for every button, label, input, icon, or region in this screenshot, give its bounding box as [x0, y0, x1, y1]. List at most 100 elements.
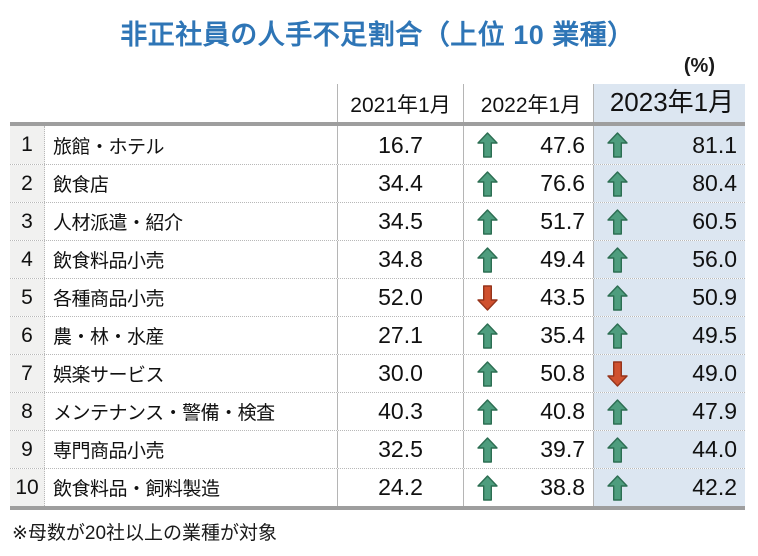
- value-text: 47.6: [540, 131, 585, 158]
- up-arrow-icon: [607, 322, 628, 349]
- up-arrow-icon: [607, 436, 628, 463]
- value-text: 51.7: [540, 208, 585, 234]
- up-arrow-icon: [477, 398, 498, 425]
- value-2022-cell: 47.6: [463, 126, 593, 164]
- value-2023-cell: 81.1: [593, 126, 745, 164]
- table-row: 2 飲食店 34.4 76.6 80.4: [10, 164, 745, 202]
- value-text: 50.8: [540, 360, 585, 386]
- value-text: 27.1: [378, 322, 423, 348]
- footnote: ※母数が20社以上の業種が対象: [12, 523, 278, 544]
- rank-cell: 6: [10, 317, 45, 354]
- value-2021-cell: 34.4: [337, 165, 463, 202]
- up-arrow-icon: [477, 436, 498, 463]
- industry-cell: 専門商品小売: [53, 441, 165, 462]
- value-text: 47.9: [692, 398, 737, 424]
- column-header-2021: 2021年1月: [337, 84, 463, 122]
- rank-cell: 7: [10, 355, 45, 392]
- value-2023-cell: 49.0: [593, 355, 745, 392]
- unit-label: (%): [683, 55, 715, 77]
- rank-cell: 9: [10, 431, 45, 468]
- value-2022-cell: 38.8: [463, 469, 593, 506]
- page-title: 非正社員の人手不足割合（上位 10 業種）: [120, 20, 635, 50]
- value-2023-cell: 80.4: [593, 165, 745, 202]
- value-text: 52.0: [378, 284, 423, 310]
- value-text: 34.5: [378, 208, 423, 234]
- rank-cell: 10: [10, 469, 45, 506]
- table-row: 8 メンテナンス・警備・検査 40.3 40.8 47.9: [10, 392, 745, 430]
- value-text: 81.1: [692, 131, 737, 158]
- up-arrow-icon: [477, 360, 498, 387]
- up-arrow-icon: [607, 284, 628, 311]
- value-2022-cell: 51.7: [463, 203, 593, 240]
- value-text: 49.5: [692, 322, 737, 348]
- rank-cell: 5: [10, 279, 45, 316]
- up-arrow-icon: [607, 474, 628, 501]
- industry-cell: 飲食料品・飼料製造: [53, 479, 220, 500]
- table-row: 4 飲食料品小売 34.8 49.4 56.0: [10, 240, 745, 278]
- value-2021-cell: 52.0: [337, 279, 463, 316]
- value-2022-cell: 49.4: [463, 241, 593, 278]
- down-arrow-icon: [477, 284, 498, 311]
- up-arrow-icon: [607, 132, 628, 158]
- up-arrow-icon: [607, 246, 628, 273]
- industry-cell: 娯楽サービス: [53, 365, 165, 386]
- value-text: 24.2: [378, 474, 423, 500]
- value-2022-cell: 39.7: [463, 431, 593, 468]
- value-text: 49.4: [540, 246, 585, 272]
- value-2022-cell: 40.8: [463, 393, 593, 430]
- value-text: 32.5: [378, 436, 423, 462]
- table-row: 9 専門商品小売 32.5 39.7 44.0: [10, 430, 745, 468]
- rank-cell: 4: [10, 241, 45, 278]
- up-arrow-icon: [477, 246, 498, 273]
- value-2023-cell: 49.5: [593, 317, 745, 354]
- value-2021-cell: 34.8: [337, 241, 463, 278]
- value-2021-cell: 16.7: [337, 126, 463, 164]
- value-2023-cell: 42.2: [593, 469, 745, 506]
- value-2021-cell: 30.0: [337, 355, 463, 392]
- value-text: 40.8: [540, 398, 585, 424]
- value-text: 44.0: [692, 436, 737, 462]
- value-2023-cell: 50.9: [593, 279, 745, 316]
- up-arrow-icon: [607, 398, 628, 425]
- rank-cell: 1: [10, 126, 45, 164]
- industry-cell: 農・林・水産: [53, 327, 165, 348]
- value-2023-cell: 44.0: [593, 431, 745, 468]
- industry-cell: 飲食店: [53, 175, 109, 196]
- up-arrow-icon: [477, 170, 498, 197]
- value-2023-cell: 56.0: [593, 241, 745, 278]
- value-2022-cell: 43.5: [463, 279, 593, 316]
- up-arrow-icon: [477, 132, 498, 158]
- value-2021-cell: 27.1: [337, 317, 463, 354]
- column-header-2023: 2023年1月: [593, 84, 745, 122]
- header-industry-cell: [45, 84, 337, 122]
- value-text: 39.7: [540, 436, 585, 462]
- table-row: 7 娯楽サービス 30.0 50.8 49.0: [10, 354, 745, 392]
- value-text: 34.4: [378, 170, 423, 196]
- column-header-2022: 2022年1月: [463, 84, 593, 122]
- table-row: 5 各種商品小売 52.0 43.5 50.9: [10, 278, 745, 316]
- up-arrow-icon: [607, 170, 628, 197]
- value-2023-cell: 60.5: [593, 203, 745, 240]
- value-text: 42.2: [692, 474, 737, 500]
- industry-cell: メンテナンス・警備・検査: [53, 403, 275, 424]
- table-row: 1 旅館・ホテル 16.7 47.6 81.1: [10, 126, 745, 164]
- value-2021-cell: 24.2: [337, 469, 463, 506]
- value-text: 43.5: [540, 284, 585, 310]
- rank-cell: 2: [10, 165, 45, 202]
- value-text: 76.6: [540, 170, 585, 196]
- shortage-table: 2021年1月 2022年1月 2023年1月 1 旅館・ホテル 16.7 47.6 8…: [10, 84, 745, 510]
- industry-cell: 人材派遣・紹介: [53, 213, 183, 234]
- table-row: 10 飲食料品・飼料製造 24.2 38.8 42.2: [10, 468, 745, 506]
- up-arrow-icon: [477, 474, 498, 501]
- value-text: 80.4: [692, 170, 737, 196]
- industry-cell: 飲食料品小売: [53, 251, 165, 272]
- value-text: 16.7: [378, 131, 423, 158]
- value-2022-cell: 50.8: [463, 355, 593, 392]
- value-text: 34.8: [378, 246, 423, 272]
- value-text: 50.9: [692, 284, 737, 310]
- rank-cell: 8: [10, 393, 45, 430]
- industry-cell: 旅館・ホテル: [53, 136, 165, 158]
- down-arrow-icon: [607, 360, 628, 387]
- value-text: 56.0: [692, 246, 737, 272]
